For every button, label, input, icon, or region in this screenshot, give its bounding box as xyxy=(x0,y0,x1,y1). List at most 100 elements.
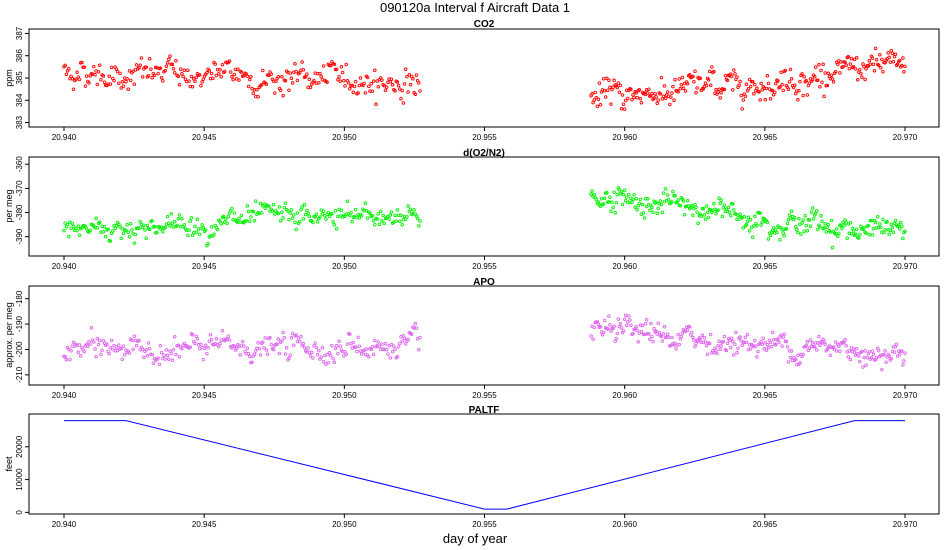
data-point xyxy=(609,102,613,106)
data-point xyxy=(252,352,257,357)
data-point xyxy=(67,347,71,351)
data-point xyxy=(703,217,708,221)
x-tick-label: 20.965 xyxy=(753,262,778,271)
y-tick-label: 383 xyxy=(15,115,24,129)
data-point xyxy=(167,221,171,225)
data-point xyxy=(319,355,323,359)
data-point xyxy=(639,100,644,105)
data-point xyxy=(120,357,125,361)
data-point xyxy=(889,356,894,361)
data-point xyxy=(292,213,296,217)
data-point xyxy=(138,63,142,67)
data-point xyxy=(722,334,727,339)
data-point xyxy=(321,359,326,364)
plot-frame xyxy=(28,28,940,128)
data-point xyxy=(763,97,768,102)
data-point xyxy=(890,51,895,55)
data-point xyxy=(819,214,823,218)
data-point xyxy=(609,329,613,333)
data-point xyxy=(621,192,626,197)
data-point xyxy=(282,336,287,340)
data-point xyxy=(219,221,223,226)
data-point xyxy=(892,350,897,354)
data-point xyxy=(394,219,398,223)
data-point xyxy=(801,93,805,98)
data-point xyxy=(165,61,170,65)
series-line-paltf xyxy=(64,420,905,510)
data-point xyxy=(280,210,284,214)
data-point xyxy=(202,346,207,351)
data-point xyxy=(770,89,775,93)
data-point xyxy=(334,226,339,231)
data-point xyxy=(390,83,395,87)
data-point xyxy=(626,96,630,101)
data-point xyxy=(606,88,610,92)
data-point xyxy=(823,71,827,75)
data-point xyxy=(147,346,152,351)
data-points xyxy=(62,313,907,372)
data-point xyxy=(881,217,885,222)
x-tick-label: 20.955 xyxy=(472,133,497,142)
data-point xyxy=(118,225,122,229)
data-point xyxy=(249,215,253,219)
data-point xyxy=(634,91,638,95)
data-point xyxy=(603,95,608,99)
data-point xyxy=(681,86,686,91)
data-point xyxy=(102,80,107,84)
data-point xyxy=(696,221,700,225)
data-point xyxy=(362,81,366,86)
data-point xyxy=(263,206,267,211)
data-point xyxy=(359,213,364,218)
data-point xyxy=(614,201,618,205)
data-point xyxy=(382,221,387,225)
data-point xyxy=(332,223,337,227)
data-point xyxy=(127,351,132,355)
data-point xyxy=(102,225,107,229)
data-point xyxy=(264,82,269,87)
data-point xyxy=(775,230,779,235)
y-tick-label: 0 xyxy=(15,510,24,515)
data-point xyxy=(836,62,840,67)
data-point xyxy=(312,343,316,348)
data-point xyxy=(299,207,303,212)
data-point xyxy=(620,93,625,97)
data-point xyxy=(654,200,658,204)
data-point xyxy=(756,349,760,354)
data-point xyxy=(777,225,781,230)
data-point xyxy=(628,318,632,322)
data-point xyxy=(879,225,883,230)
data-point xyxy=(137,338,141,343)
y-tick-label: -360 xyxy=(15,156,24,173)
data-point xyxy=(845,236,849,240)
data-point xyxy=(290,81,295,85)
data-point xyxy=(393,347,397,351)
data-point xyxy=(256,94,260,99)
data-point xyxy=(312,78,316,83)
data-point xyxy=(151,361,156,365)
data-point xyxy=(89,325,94,330)
data-point xyxy=(861,365,865,369)
data-point xyxy=(97,63,102,67)
data-point xyxy=(280,75,284,79)
data-point xyxy=(670,335,674,340)
data-point xyxy=(685,328,690,333)
data-point xyxy=(837,231,841,235)
y-tick-label: 385 xyxy=(15,71,24,85)
data-point xyxy=(645,197,650,201)
data-point xyxy=(901,236,905,241)
data-point xyxy=(376,212,381,216)
data-point xyxy=(757,90,761,94)
data-point xyxy=(342,354,346,358)
data-point xyxy=(629,323,633,327)
data-point xyxy=(719,198,723,202)
data-point xyxy=(338,79,342,84)
panel-o2n2: d(O2/N2) per meg -360 -370 -380 -390 20.940… xyxy=(4,148,940,271)
data-point xyxy=(194,230,198,234)
data-point xyxy=(897,352,902,357)
data-point xyxy=(612,324,616,329)
data-point xyxy=(138,220,142,224)
data-point xyxy=(75,228,79,233)
data-point xyxy=(613,210,617,215)
data-point xyxy=(287,217,291,222)
data-point xyxy=(787,349,792,353)
